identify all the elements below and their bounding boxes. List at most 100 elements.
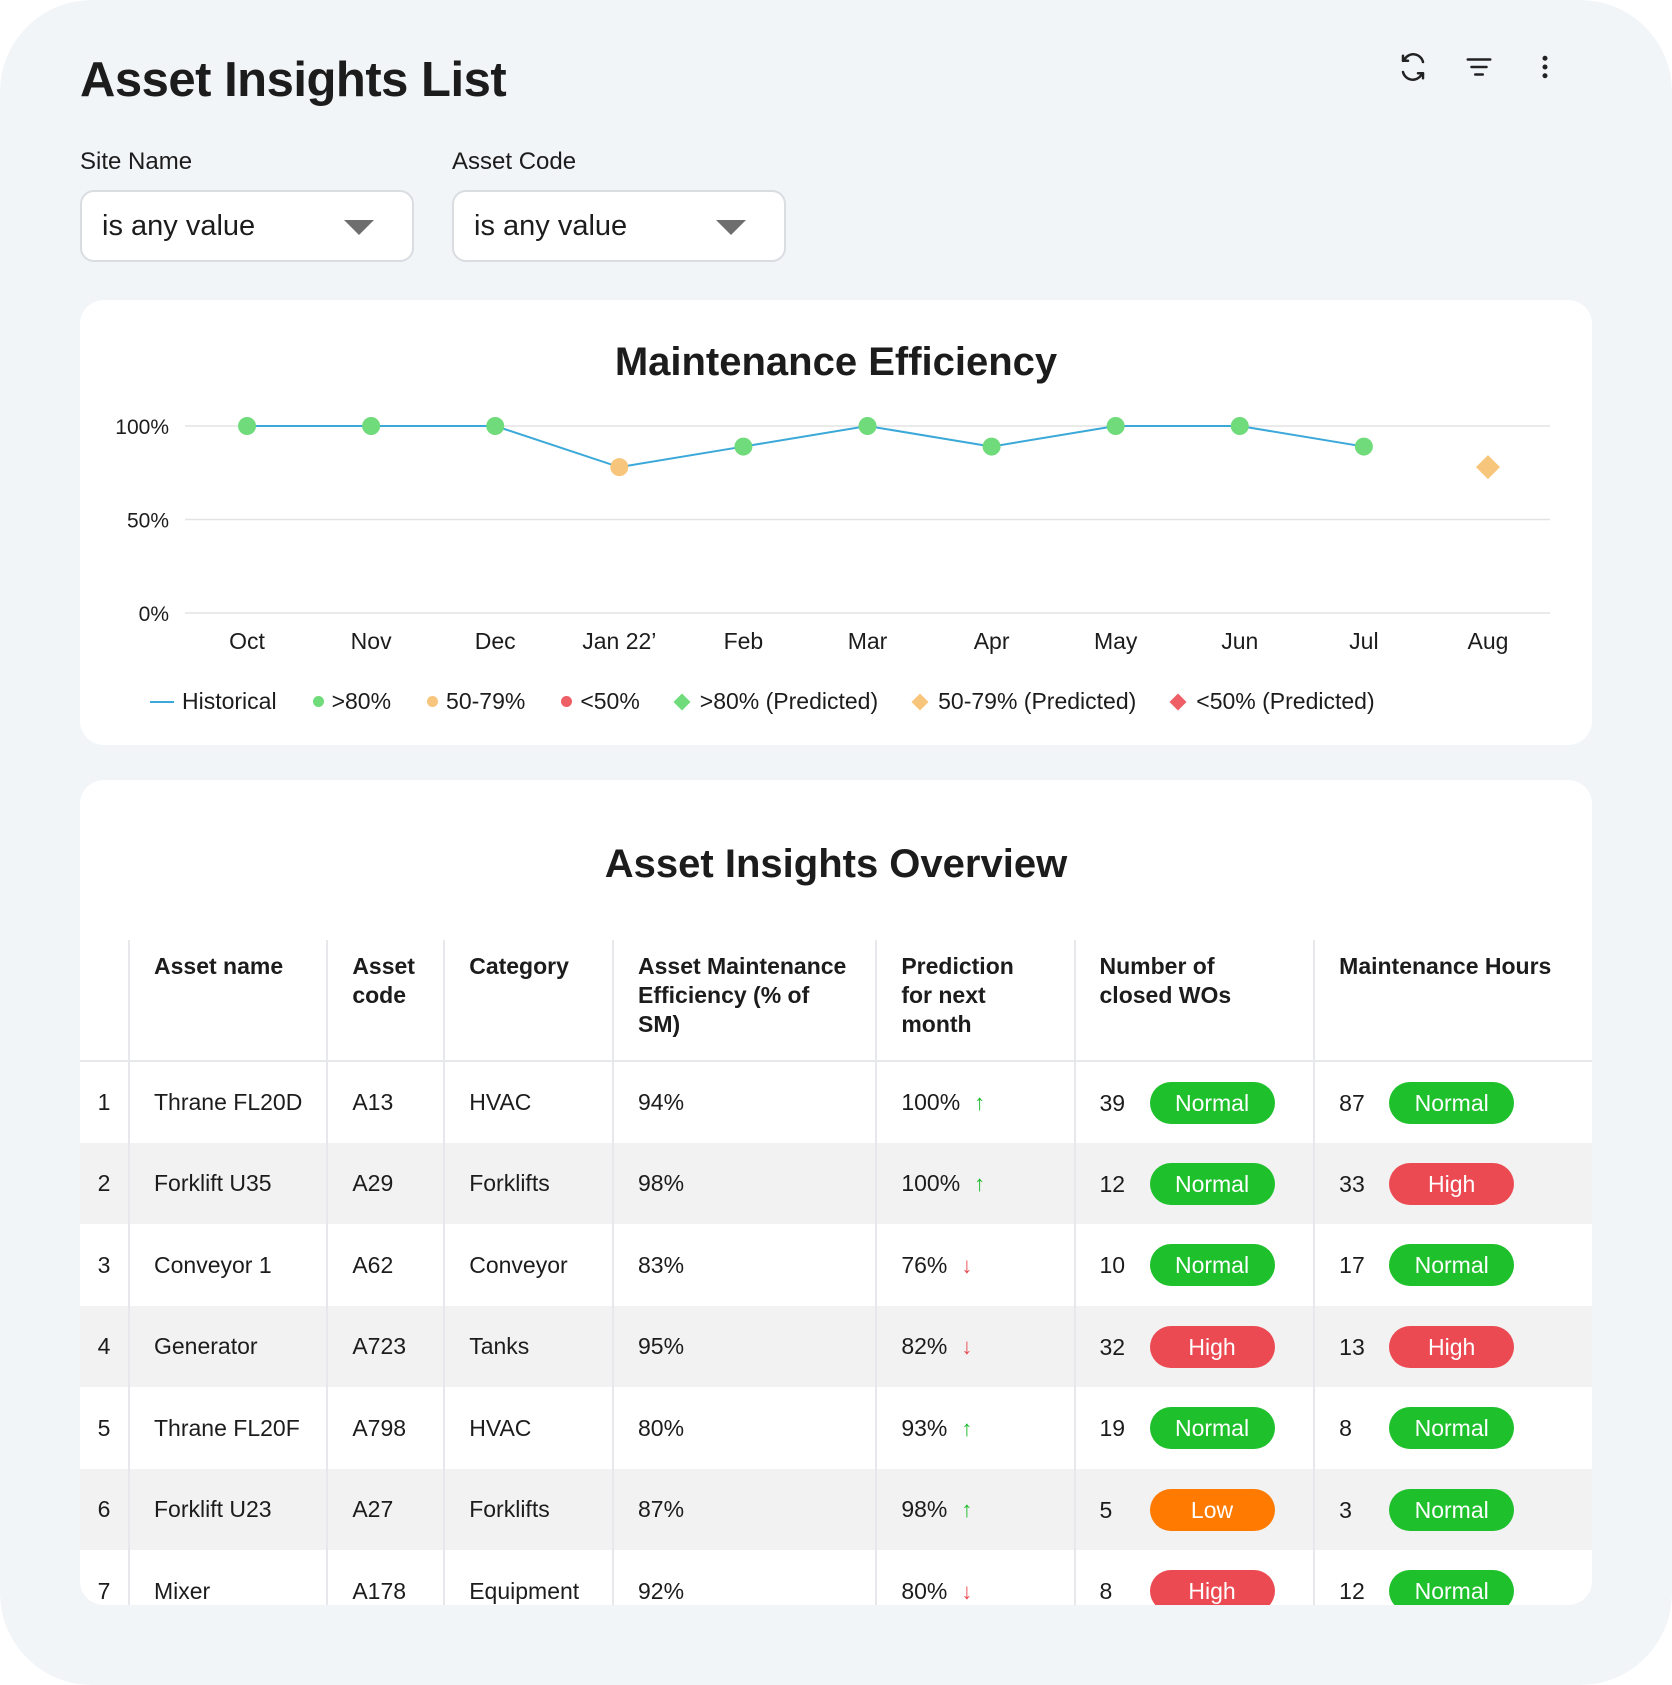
chart-legend: Historical >80% 50-79% <50% >80% (Predicted)…	[150, 688, 1411, 715]
prediction-cell: 82% ↓	[875, 1305, 1075, 1388]
closed-wos-value: 10	[1099, 1252, 1126, 1278]
table-row[interactable]: 5 Thrane FL20F A798 HVAC 80% 93% ↑ 19 Normal 8 Nor…	[80, 1387, 1592, 1469]
asset-insights-table: Asset name Asset code Category Asset Mai…	[80, 940, 1592, 1605]
maintenance-hours-status-badge: Normal	[1389, 1570, 1515, 1605]
table-title: Asset Insights Overview	[604, 842, 1068, 886]
asset-code-cell: A798	[326, 1387, 445, 1469]
asset-code-cell: A29	[326, 1142, 445, 1225]
closed-wos-cell: 8 High	[1073, 1550, 1315, 1605]
arrow-down-icon: ↓	[961, 1334, 973, 1359]
asset-code-select[interactable]: is any value	[452, 190, 786, 262]
prediction-cell: 100% ↑	[875, 1142, 1075, 1225]
prediction-value: 76%	[901, 1251, 948, 1278]
legend-item[interactable]: >80% (Predicted)	[673, 688, 879, 715]
maintenance-hours-cell: 3 Normal	[1313, 1468, 1592, 1551]
prediction-cell: 80% ↓	[875, 1550, 1075, 1605]
maintenance-hours-status-badge: Normal	[1389, 1407, 1515, 1449]
site-name-value: is any value	[102, 209, 256, 242]
column-header-maintenance-hours[interactable]: Maintenance Hours	[1313, 940, 1592, 1062]
site-name-label: Site Name	[80, 148, 193, 175]
legend-label: >80%	[331, 688, 392, 714]
category-cell: Forklifts	[443, 1468, 613, 1551]
maintenance-hours-cell: 33 High	[1313, 1142, 1592, 1225]
closed-wos-status-badge: High	[1149, 1325, 1275, 1368]
asset-code-cell: A178	[326, 1550, 445, 1605]
legend-item[interactable]: Historical	[150, 688, 277, 715]
maintenance-hours-value: 87	[1339, 1089, 1365, 1116]
legend-item[interactable]: 50-79% (Predicted)	[911, 688, 1137, 715]
closed-wos-cell: 10 Normal	[1073, 1224, 1315, 1306]
y-tick-label: 0%	[139, 603, 169, 626]
closed-wos-value: 19	[1099, 1415, 1126, 1441]
table-row[interactable]: 3 Conveyor 1 A62 Conveyor 83% 76% ↓ 10 Normal 17 N…	[80, 1224, 1592, 1306]
arrow-up-icon: ↑	[961, 1415, 973, 1441]
prediction-cell: 100% ↑	[875, 1061, 1075, 1143]
efficiency-cell: 83%	[611, 1224, 877, 1306]
legend-diamond-marker	[911, 693, 929, 710]
x-tick-label: Apr	[974, 628, 1010, 654]
column-header-closed-wos[interactable]: Number of closed WOs	[1073, 940, 1315, 1062]
asset-insights-overview-card: Asset Insights Overview Asset name Asset…	[80, 780, 1592, 1605]
table-row[interactable]: 6 Forklift U23 A27 Forklifts 87% 98% ↑ 5 Low 3 Nor…	[80, 1468, 1592, 1551]
maintenance-hours-status-badge: Normal	[1389, 1488, 1515, 1531]
x-tick-label: Feb	[724, 628, 764, 654]
legend-label: >80% (Predicted)	[699, 688, 879, 714]
site-name-select[interactable]: is any value	[80, 190, 414, 262]
column-header-category[interactable]: Category	[443, 940, 613, 1062]
efficiency-cell: 95%	[611, 1305, 877, 1388]
maintenance-hours-value: 13	[1339, 1333, 1365, 1360]
legend-dot-marker	[427, 696, 439, 707]
asset-code-cell: A27	[326, 1468, 445, 1551]
column-header-asset-name[interactable]: Asset name	[127, 940, 328, 1062]
closed-wos-status-badge: Normal	[1149, 1407, 1275, 1449]
maintenance-hours-status-badge: Normal	[1389, 1244, 1515, 1286]
column-header-efficiency[interactable]: Asset Maintenance Efficiency (% of SM)	[611, 940, 877, 1062]
asset-name-cell: Forklift U35	[127, 1142, 328, 1225]
legend-dot-marker	[312, 696, 324, 707]
category-cell: Equipment	[443, 1550, 613, 1605]
efficiency-cell: 98%	[611, 1142, 877, 1225]
data-point	[734, 437, 753, 456]
prediction-value: 98%	[901, 1496, 948, 1522]
y-tick-label: 50%	[127, 510, 169, 533]
table-row[interactable]: 4 Generator A723 Tanks 95% 82% ↓ 32 High 13 High	[80, 1305, 1592, 1388]
prediction-cell: 76% ↓	[875, 1224, 1075, 1306]
legend-item[interactable]: >80%	[312, 688, 392, 715]
legend-item[interactable]: 50-79%	[427, 688, 525, 715]
column-header-prediction[interactable]: Prediction for next month	[875, 940, 1075, 1062]
filter-icon[interactable]	[1462, 50, 1496, 84]
x-tick-label: Nov	[351, 628, 392, 654]
maintenance-efficiency-chart: 0% 50% 100% Oct Nov Dec Jan 22’ Feb Mar Apr May Jun…	[115, 416, 1550, 654]
x-tick-label: Jul	[1349, 628, 1378, 654]
closed-wos-value: 8	[1099, 1578, 1113, 1604]
legend-item[interactable]: <50%	[561, 688, 640, 715]
refresh-icon[interactable]	[1396, 50, 1430, 84]
legend-label: 50-79% (Predicted)	[938, 688, 1137, 714]
asset-name-cell: Generator	[127, 1305, 328, 1388]
arrow-down-icon: ↓	[961, 1578, 973, 1604]
legend-diamond-marker	[673, 693, 691, 710]
arrow-up-icon: ↑	[974, 1171, 986, 1196]
maintenance-hours-cell: 87 Normal	[1313, 1061, 1592, 1143]
table-row[interactable]: 1 Thrane FL20D A13 HVAC 94% 100% ↑ 39 Normal 87 No…	[80, 1061, 1592, 1143]
maintenance-hours-value: 17	[1339, 1252, 1365, 1278]
closed-wos-value: 39	[1099, 1089, 1126, 1116]
data-point	[1106, 417, 1125, 435]
prediction-cell: 98% ↑	[875, 1468, 1075, 1551]
asset-code-cell: A62	[326, 1224, 445, 1306]
legend-item[interactable]: <50% (Predicted)	[1169, 688, 1375, 715]
predicted-point	[1475, 455, 1500, 480]
prediction-cell: 93% ↑	[875, 1387, 1075, 1469]
table-row[interactable]: 2 Forklift U35 A29 Forklifts 98% 100% ↑ 12 Norma…	[80, 1142, 1592, 1225]
closed-wos-cell: 19 Normal	[1073, 1387, 1315, 1469]
row-index: 2	[97, 1170, 111, 1196]
legend-diamond-marker	[1169, 693, 1187, 710]
arrow-down-icon: ↓	[961, 1252, 973, 1278]
row-index: 7	[97, 1577, 111, 1604]
more-vertical-icon[interactable]	[1528, 50, 1562, 84]
column-header-asset-code[interactable]: Asset code	[326, 940, 445, 1062]
closed-wos-status-badge: Low	[1149, 1488, 1275, 1531]
table-row[interactable]: 7 Mixer A178 Equipment 92% 80% ↓ 8 High 12 Normal	[80, 1550, 1592, 1605]
x-tick-label: Oct	[229, 628, 265, 654]
